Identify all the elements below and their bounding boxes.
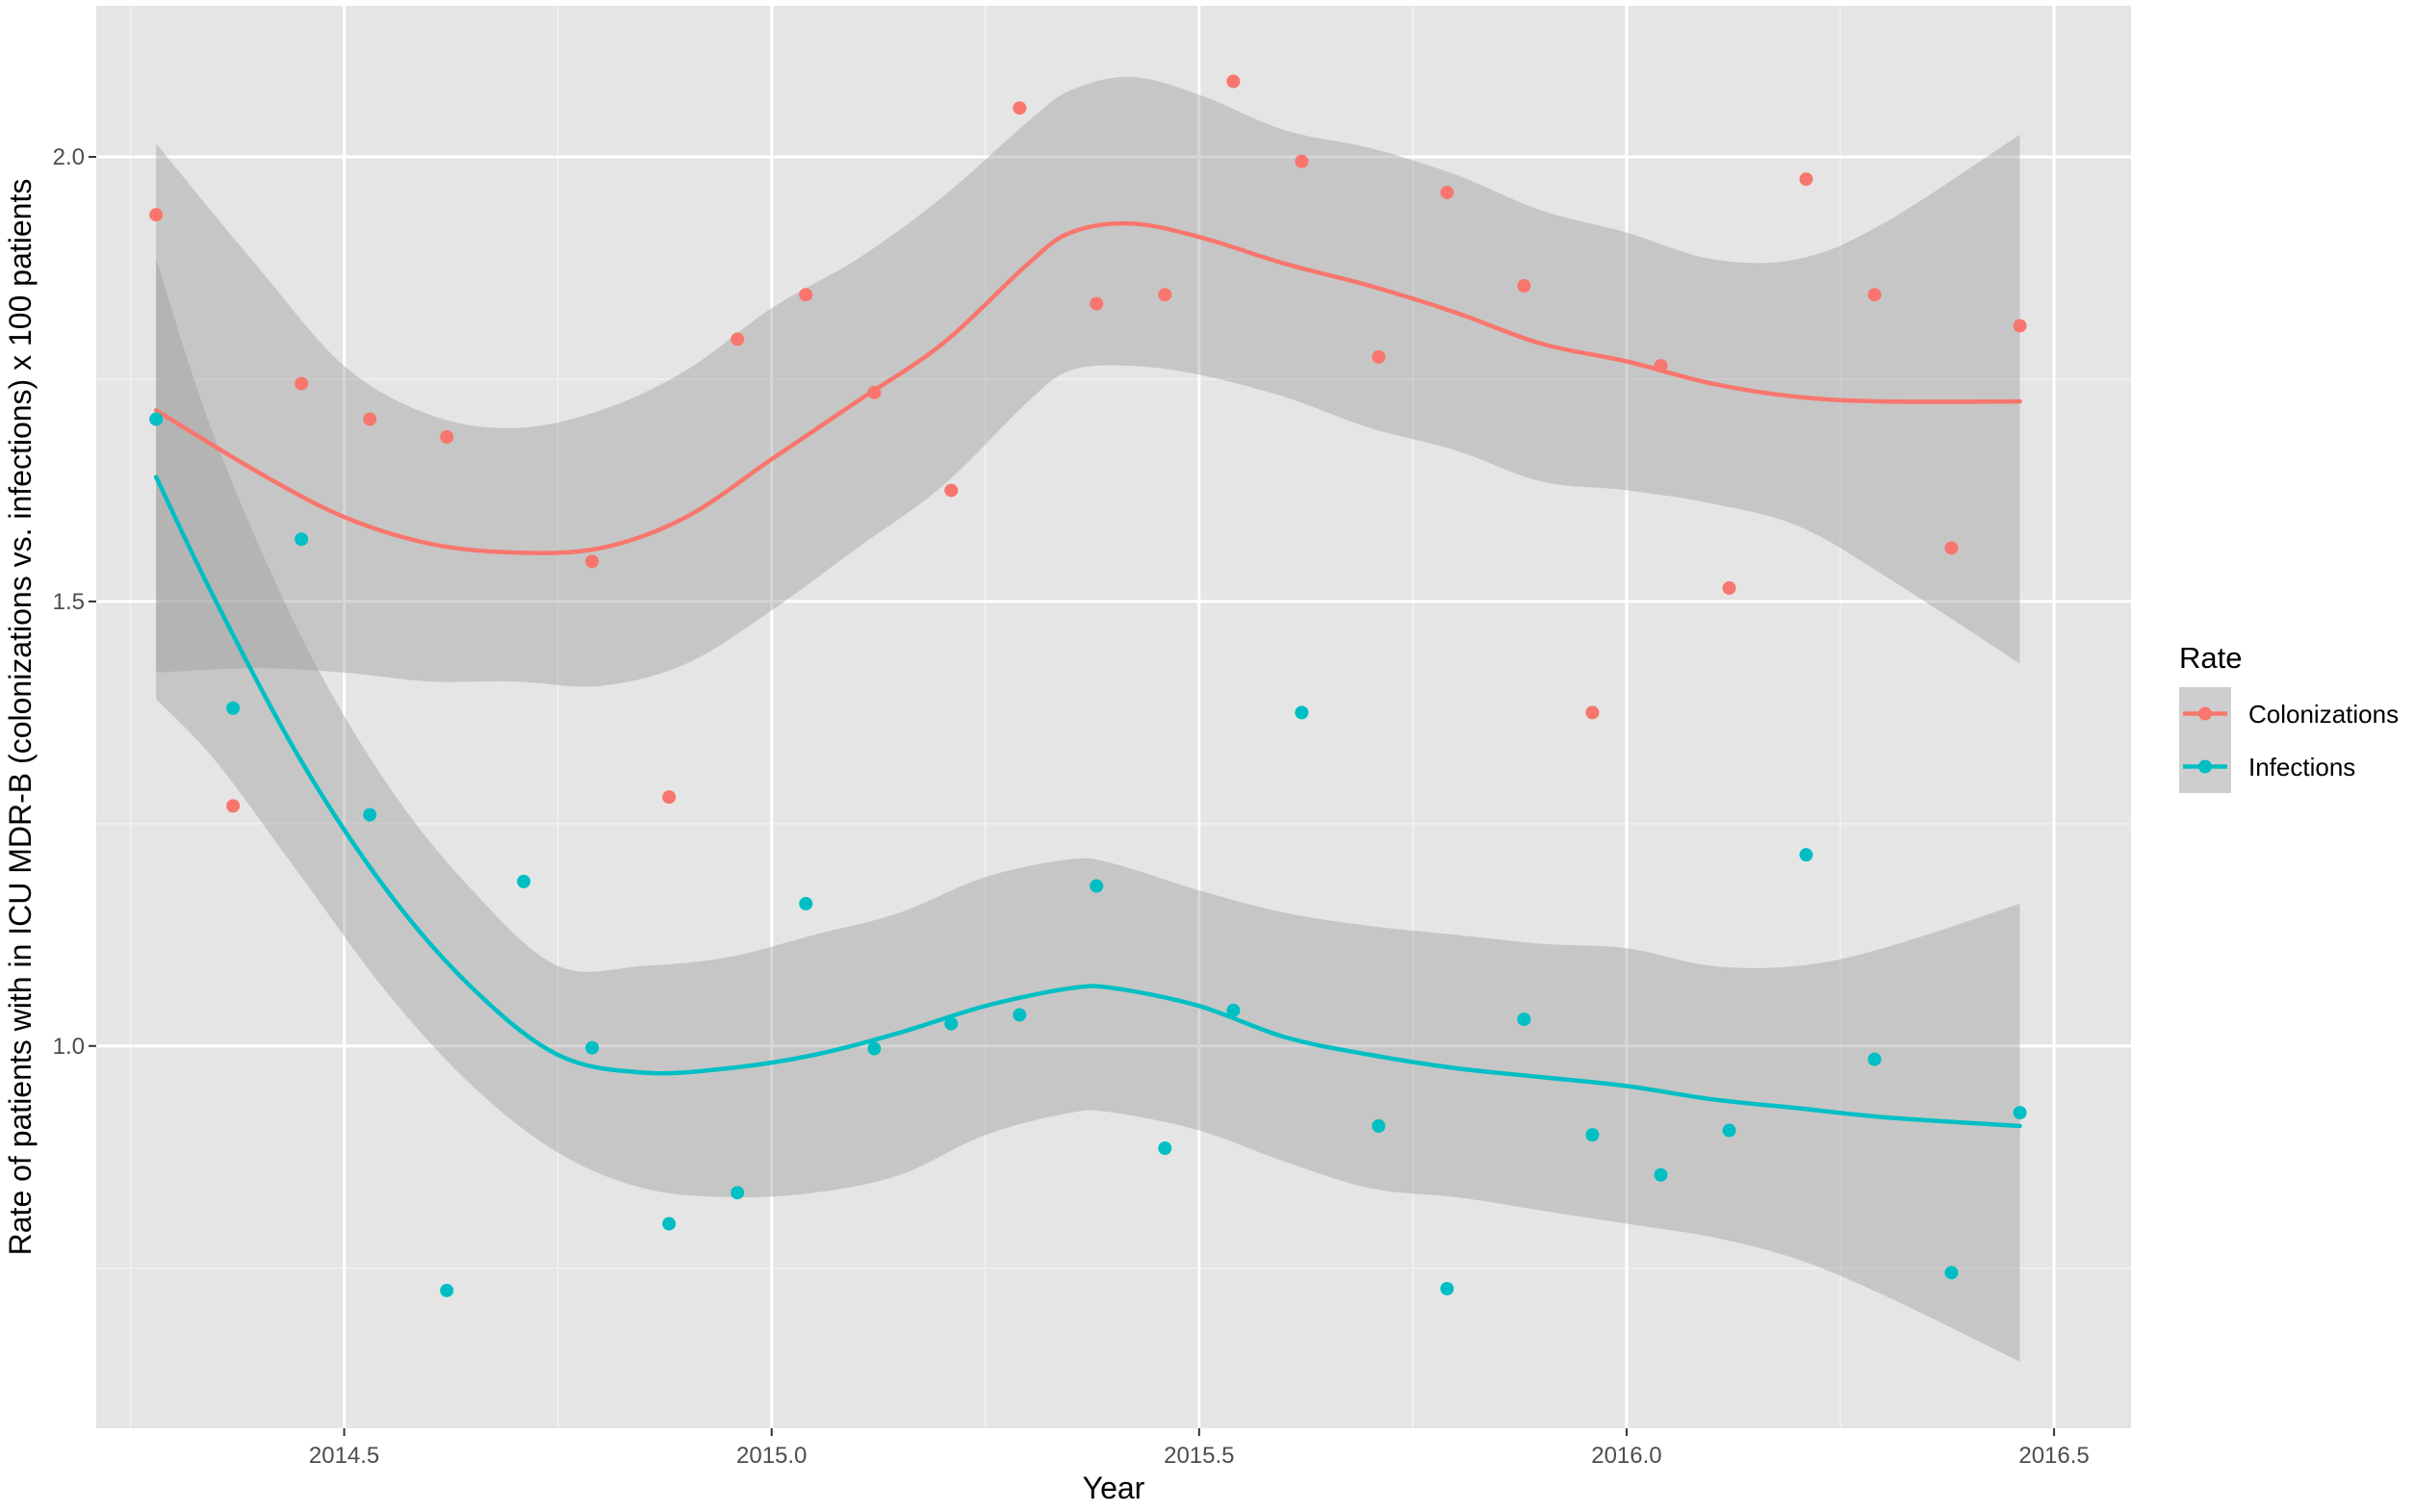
- infections-point: [799, 896, 813, 910]
- colonizations-point: [1799, 172, 1813, 187]
- infections-point: [662, 1217, 677, 1231]
- infections-point: [585, 1040, 600, 1055]
- infections-smooth-line: [153, 474, 2022, 1129]
- infections-confidence-ribbon: [156, 259, 2020, 1362]
- legend-keys: Colonizations Infections: [2179, 687, 2399, 793]
- infections-point: [867, 1041, 882, 1056]
- y-tick-label: 1.0: [53, 1034, 85, 1060]
- colonizations-point: [1517, 278, 1531, 293]
- x-tick-label: 2015.0: [736, 1443, 807, 1469]
- colonizations-point: [867, 385, 882, 399]
- infections-legend-key-point: [2198, 759, 2212, 774]
- infections-point: [1944, 1266, 1959, 1280]
- infections-point: [1799, 848, 1813, 862]
- infections-point: [2013, 1106, 2027, 1120]
- x-axis-ticks: 2014.5 2015.0 2015.5 2016.0 2016.5: [309, 1428, 2090, 1469]
- infections-point: [1158, 1141, 1172, 1156]
- x-axis-title: Year: [1083, 1471, 1145, 1505]
- x-tick-label: 2016.5: [2018, 1443, 2089, 1469]
- colonizations-point: [1585, 705, 1600, 720]
- colonizations-legend-key-point: [2198, 706, 2212, 721]
- colonizations-point: [1013, 101, 1027, 115]
- colonizations-point: [585, 554, 600, 569]
- infections-point: [1013, 1008, 1027, 1022]
- major-gridlines: [96, 6, 2131, 1428]
- minor-gridlines: [96, 6, 2131, 1428]
- infections-legend-label: Infections: [2248, 753, 2355, 782]
- colonizations-point: [1372, 349, 1386, 364]
- colonizations-legend-label: Colonizations: [2248, 700, 2399, 729]
- infections-point: [944, 1016, 959, 1031]
- colonizations-point: [149, 208, 164, 222]
- colonizations-point: [944, 483, 959, 498]
- infections-point: [1722, 1123, 1736, 1138]
- x-tick-label: 2016.0: [1591, 1443, 1661, 1469]
- infections-point: [1440, 1281, 1454, 1295]
- colonizations-point: [799, 288, 813, 302]
- y-tick-label: 1.5: [53, 589, 85, 615]
- infections-point: [1585, 1128, 1600, 1142]
- infections-point: [1090, 879, 1104, 893]
- data-points: [149, 74, 2027, 1297]
- colonizations-confidence-ribbon: [156, 76, 2020, 687]
- colonizations-point: [731, 332, 745, 346]
- colonizations-point: [440, 430, 454, 445]
- infections-point: [1654, 1167, 1668, 1182]
- x-tick-label: 2015.5: [1164, 1443, 1234, 1469]
- infections-point: [1517, 1012, 1531, 1027]
- y-tick-label: 2.0: [53, 144, 85, 170]
- infections-point: [295, 532, 309, 547]
- infections-point: [517, 874, 531, 888]
- infections-point: [149, 412, 164, 426]
- colonizations-point: [1654, 359, 1668, 373]
- colonizations-point: [1440, 185, 1454, 199]
- colonizations-point: [2013, 319, 2027, 333]
- y-axis-title: Rate of patients with in ICU MDR-B (colo…: [3, 179, 38, 1256]
- colonizations-point: [363, 412, 377, 426]
- infections-point: [1867, 1052, 1882, 1066]
- colonizations-point: [1944, 541, 1959, 555]
- legend-title: Rate: [2179, 641, 2242, 675]
- infections-point: [731, 1186, 745, 1200]
- colonizations-point: [1090, 296, 1104, 311]
- colonizations-point: [295, 376, 309, 391]
- colonizations-point: [662, 790, 677, 805]
- confidence-ribbons: [156, 76, 2020, 1362]
- infections-point: [440, 1283, 454, 1297]
- colonizations-point: [1295, 154, 1309, 168]
- plot-panel: [96, 6, 2131, 1428]
- legend: Rate Colonizations Infections: [2179, 641, 2399, 793]
- colonizations-point: [1722, 581, 1736, 596]
- x-tick-label: 2014.5: [309, 1443, 379, 1469]
- infections-point: [1226, 1003, 1241, 1017]
- infections-point: [363, 807, 377, 822]
- colonizations-point: [1867, 288, 1882, 302]
- infections-point: [1372, 1118, 1386, 1133]
- y-axis-ticks: 1.0 1.5 2.0: [53, 144, 96, 1060]
- colonizations-point: [1158, 288, 1172, 302]
- colonizations-point: [226, 799, 241, 813]
- infections-point: [1295, 705, 1309, 720]
- infections-point: [226, 701, 241, 715]
- colonizations-point: [1226, 74, 1241, 89]
